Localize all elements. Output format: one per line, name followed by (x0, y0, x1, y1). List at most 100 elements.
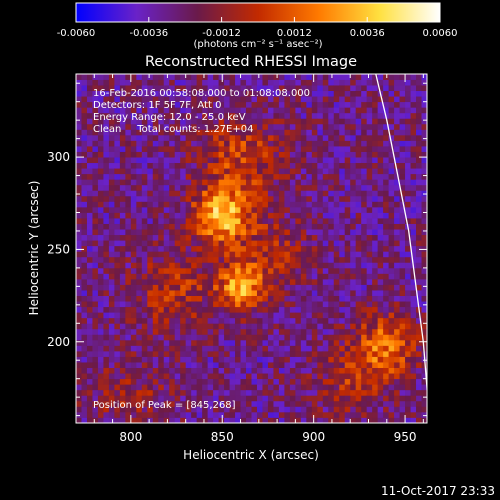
heatmap-cell (289, 190, 296, 197)
heatmap-cell (355, 151, 362, 158)
heatmap-cell (191, 134, 198, 141)
heatmap-cell (405, 195, 411, 202)
heatmap-cell (350, 134, 357, 141)
heatmap-cell (108, 262, 115, 269)
heatmap-cell (136, 234, 143, 241)
heatmap-cell (169, 112, 176, 119)
heatmap-cell (251, 218, 258, 224)
heatmap-cell (410, 212, 417, 219)
heatmap-cell (289, 251, 296, 258)
heatmap-cell (267, 96, 274, 103)
heatmap-cell (311, 79, 318, 86)
heatmap-cell (405, 229, 411, 236)
heatmap-cell (174, 373, 181, 380)
heatmap-cell (163, 317, 170, 324)
heatmap-cell (388, 85, 395, 92)
heatmap-cell (377, 234, 384, 241)
heatmap-cell (229, 389, 236, 396)
heatmap-cell (350, 356, 357, 363)
heatmap-cell (240, 345, 247, 352)
heatmap-cell (229, 151, 236, 158)
heatmap-cell (152, 362, 159, 368)
heatmap-cell (86, 107, 93, 114)
heatmap-cell (388, 306, 395, 313)
heatmap-cell (350, 140, 357, 147)
heatmap-cell (103, 350, 110, 357)
heatmap-cell (97, 190, 104, 197)
heatmap-cell (92, 406, 99, 413)
heatmap-cell (410, 162, 417, 169)
heatmap-cell (103, 195, 110, 202)
heatmap-cell (377, 339, 384, 346)
heatmap-cell (119, 406, 126, 413)
heatmap-cell (273, 173, 280, 180)
heatmap-cell (163, 157, 170, 164)
heatmap-cell (207, 417, 214, 423)
heatmap-cell (267, 168, 274, 175)
heatmap-cell (174, 85, 181, 92)
heatmap-cell (262, 267, 269, 274)
heatmap-cell (399, 146, 406, 152)
heatmap-cell (163, 118, 170, 125)
heatmap-cell (306, 284, 313, 291)
heatmap-cell (158, 417, 165, 423)
heatmap-cell (273, 328, 280, 335)
heatmap-cell (421, 411, 427, 418)
heatmap-cell (191, 256, 198, 263)
heatmap-cell (372, 312, 379, 319)
heatmap-cell (229, 234, 236, 241)
heatmap-cell (322, 245, 329, 252)
heatmap-cell (169, 384, 176, 391)
heatmap-cell (136, 284, 143, 291)
heatmap-cell (169, 389, 176, 396)
heatmap-cell (322, 96, 329, 103)
heatmap-cell (81, 151, 88, 158)
heatmap-cell (174, 273, 181, 280)
heatmap-cell (224, 223, 230, 230)
heatmap-cell (377, 74, 384, 80)
heatmap-cell (344, 350, 351, 357)
heatmap-cell (141, 206, 148, 213)
heatmap-cell (278, 245, 285, 252)
heatmap-cell (350, 74, 357, 80)
heatmap-cell (317, 118, 324, 125)
heatmap-cell (328, 301, 335, 308)
heatmap-cell (344, 389, 351, 396)
heatmap-cell (410, 323, 417, 330)
heatmap-cell (256, 245, 263, 252)
heatmap-cell (289, 85, 296, 92)
heatmap-cell (394, 74, 400, 80)
heatmap-cell (207, 339, 214, 346)
heatmap-cell (147, 290, 154, 296)
heatmap-cell (405, 218, 411, 224)
heatmap-cell (163, 378, 170, 385)
heatmap-cell (377, 417, 384, 423)
heatmap-cell (355, 168, 362, 175)
heatmap-cell (355, 251, 362, 258)
heatmap-cell (284, 251, 291, 258)
heatmap-cell (388, 373, 395, 380)
heatmap-cell (421, 395, 427, 402)
heatmap-cell (229, 218, 236, 224)
heatmap-cell (196, 389, 203, 396)
heatmap-cell (246, 201, 252, 208)
heatmap-cell (229, 284, 236, 291)
heatmap-cell (289, 378, 296, 385)
heatmap-cell (317, 345, 324, 352)
heatmap-cell (383, 345, 390, 352)
heatmap-cell (86, 367, 93, 374)
heatmap-cell (262, 90, 269, 97)
heatmap-cell (306, 267, 313, 274)
heatmap-cell (119, 267, 126, 274)
heatmap-cell (267, 301, 274, 308)
heatmap-cell (202, 151, 209, 158)
heatmap-cell (163, 345, 170, 352)
heatmap-cell (256, 356, 263, 363)
heatmap-cell (97, 290, 104, 296)
heatmap-cell (416, 229, 422, 236)
heatmap-cell (163, 173, 170, 180)
heatmap-cell (284, 90, 291, 97)
heatmap-cell (317, 389, 324, 396)
heatmap-cell (108, 190, 115, 197)
heatmap-cell (388, 256, 395, 263)
